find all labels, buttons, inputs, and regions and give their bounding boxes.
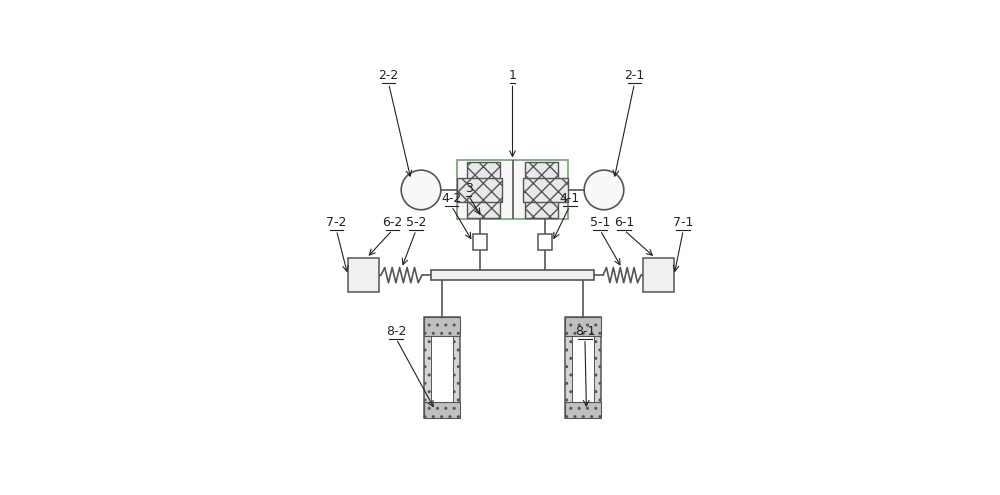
Text: 1: 1 xyxy=(509,69,516,82)
Bar xyxy=(424,317,460,336)
Bar xyxy=(457,178,502,202)
Bar xyxy=(565,317,601,418)
Bar xyxy=(643,258,674,292)
Text: 7-2: 7-2 xyxy=(326,216,347,229)
Bar xyxy=(424,317,460,418)
Text: 2-2: 2-2 xyxy=(379,69,399,82)
Bar xyxy=(473,234,487,250)
Text: 4-1: 4-1 xyxy=(560,192,580,205)
Text: 2-1: 2-1 xyxy=(624,69,645,82)
Bar xyxy=(467,162,500,218)
Bar xyxy=(538,234,552,250)
Text: 6-1: 6-1 xyxy=(614,216,634,229)
Text: 3: 3 xyxy=(465,182,473,195)
Text: 7-1: 7-1 xyxy=(673,216,693,229)
Bar xyxy=(523,178,568,202)
Bar xyxy=(431,324,453,411)
Bar xyxy=(457,160,568,219)
Bar xyxy=(525,162,558,218)
Text: 5-2: 5-2 xyxy=(406,216,426,229)
Circle shape xyxy=(401,170,441,210)
Text: 6-2: 6-2 xyxy=(382,216,403,229)
Bar xyxy=(565,402,601,418)
Bar xyxy=(424,402,460,418)
Text: 8-1: 8-1 xyxy=(575,325,595,338)
Text: 8-2: 8-2 xyxy=(386,325,406,338)
Bar xyxy=(565,317,601,336)
Text: 4-2: 4-2 xyxy=(441,192,462,205)
Circle shape xyxy=(584,170,624,210)
Bar xyxy=(348,258,379,292)
Bar xyxy=(572,324,594,411)
Text: 5-1: 5-1 xyxy=(590,216,610,229)
Bar xyxy=(431,270,594,281)
